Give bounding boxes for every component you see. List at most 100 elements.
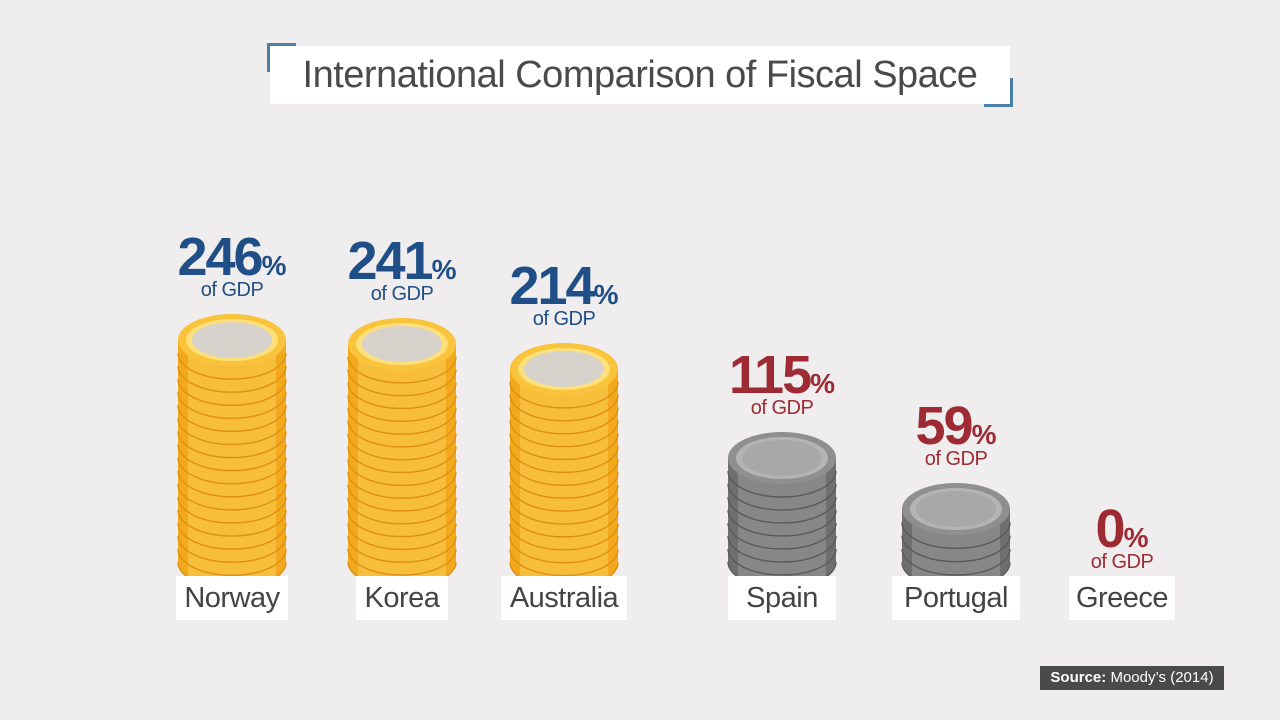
coin-edge-line [347, 472, 457, 500]
category-label-korea: Korea [356, 576, 448, 620]
coin-edge-line [347, 356, 457, 384]
source-label: Source: [1050, 669, 1107, 686]
value-unit-subtitle: of GDP [200, 278, 264, 301]
value-percent-sign: % [593, 278, 619, 310]
source-text: Moody’s (2014) [1110, 669, 1214, 686]
coin-stack-highlight [738, 466, 826, 594]
coin-edge-line [177, 365, 287, 393]
value-number: 246 [177, 226, 263, 287]
coin-edge-line [901, 522, 1011, 549]
coin-edge-line [901, 548, 1011, 576]
coin-edge-line [177, 378, 287, 406]
coin-edge-line [509, 536, 619, 563]
coin-edge-line [509, 458, 619, 486]
coin-edge-line [177, 483, 287, 511]
coin-stack-korea [347, 318, 457, 594]
coin-stack-highlight [912, 516, 1000, 594]
value-percent-sign: % [431, 254, 457, 286]
value-percent-sign: % [1123, 522, 1149, 553]
value-unit-subtitle: of GDP [924, 447, 988, 470]
coin-face-center [742, 440, 822, 477]
value-number: 115 [728, 345, 812, 406]
coin-edge-line [727, 471, 837, 498]
value-number: 241 [347, 231, 433, 292]
value-number: 59 [915, 395, 974, 456]
value-label-spain: 115% of GDP [702, 348, 862, 418]
coin-edge-line [509, 497, 619, 525]
coin-edge-line [177, 522, 287, 550]
title-bracket-bottom-right [984, 78, 1013, 107]
category-label-australia: Australia [501, 576, 627, 620]
value-number: 0 [1095, 499, 1126, 559]
coin-edge-line [901, 535, 1011, 563]
value-label-greece: 0% of GDP [1042, 502, 1202, 572]
coin-edge-line [727, 548, 837, 576]
coin-edge-line [347, 523, 457, 551]
coin-edge-line [347, 536, 457, 564]
coin-edge-line [509, 445, 619, 473]
coin-edge-line [347, 510, 457, 538]
value-number: 214 [509, 255, 595, 316]
coin-edge-line [347, 421, 457, 448]
coin-edge-line [177, 470, 287, 498]
coin-edge-line [177, 391, 287, 419]
coin-stack-australia [509, 342, 619, 594]
value-unit-subtitle: of GDP [532, 307, 596, 330]
value-label-norway: 246% of GDP [152, 230, 312, 300]
coin-edge-line [177, 431, 287, 458]
coin-face-center [916, 490, 996, 527]
value-unit-subtitle: of GDP [370, 283, 434, 306]
coin-face-center [362, 326, 442, 363]
value-percent-sign: % [971, 418, 997, 450]
coin-edge-line [509, 420, 619, 447]
coin-edge-line [177, 548, 287, 576]
coin-edge-line [177, 457, 287, 485]
coin-edge-line [509, 381, 619, 409]
coin-edge-line [347, 549, 457, 576]
coin-edge-line [509, 510, 619, 538]
coin-face-center [524, 350, 604, 387]
coin-edge-line [509, 394, 619, 422]
coin-edge-line [347, 395, 457, 423]
value-unit-subtitle: of GDP [750, 397, 814, 420]
coin-edge-line [509, 433, 619, 460]
value-percent-sign: % [261, 249, 287, 281]
coin-edge-line [509, 523, 619, 551]
coin-face-center [192, 321, 272, 358]
coin-edge-line [347, 433, 457, 461]
coin-edge-line [727, 510, 837, 537]
coin-edge-line [509, 407, 619, 434]
coin-edge-line [509, 484, 619, 512]
chart-title: International Comparison of Fiscal Space [302, 54, 978, 96]
coin-edge-line [727, 536, 837, 563]
coin-edge-line [177, 418, 287, 445]
title-bracket-top-left [267, 43, 296, 72]
title-box: International Comparison of Fiscal Space [267, 43, 1013, 107]
coin-edge-line [347, 485, 457, 512]
value-label-australia: 214% of GDP [484, 259, 644, 329]
coin-edge-line [177, 496, 287, 524]
category-label-spain: Spain [728, 576, 836, 620]
coin-edge-line [727, 523, 837, 550]
value-label-korea: 241% of GDP [322, 234, 482, 304]
value-unit-subtitle: of GDP [1090, 551, 1154, 573]
coin-edge-line [347, 459, 457, 487]
coin-stack-norway [177, 313, 287, 594]
coin-edge-line [727, 497, 837, 524]
coin-edge-line [347, 369, 457, 397]
coin-edge-line [347, 408, 457, 435]
value-percent-sign: % [810, 368, 836, 400]
coin-edge-line [177, 352, 287, 380]
coin-stack-portugal [901, 482, 1011, 594]
coin-edge-line [177, 509, 287, 537]
coin-edge-line [727, 484, 837, 511]
coin-edge-line [347, 497, 457, 525]
category-label-portugal: Portugal [892, 576, 1020, 620]
coin-edge-line [509, 471, 619, 499]
coin-edge-line [347, 382, 457, 410]
value-label-portugal: 59% of GDP [876, 399, 1036, 469]
coin-edge-line [509, 549, 619, 576]
coin-stack-spain [727, 432, 837, 594]
coin-edge-line [177, 444, 287, 471]
